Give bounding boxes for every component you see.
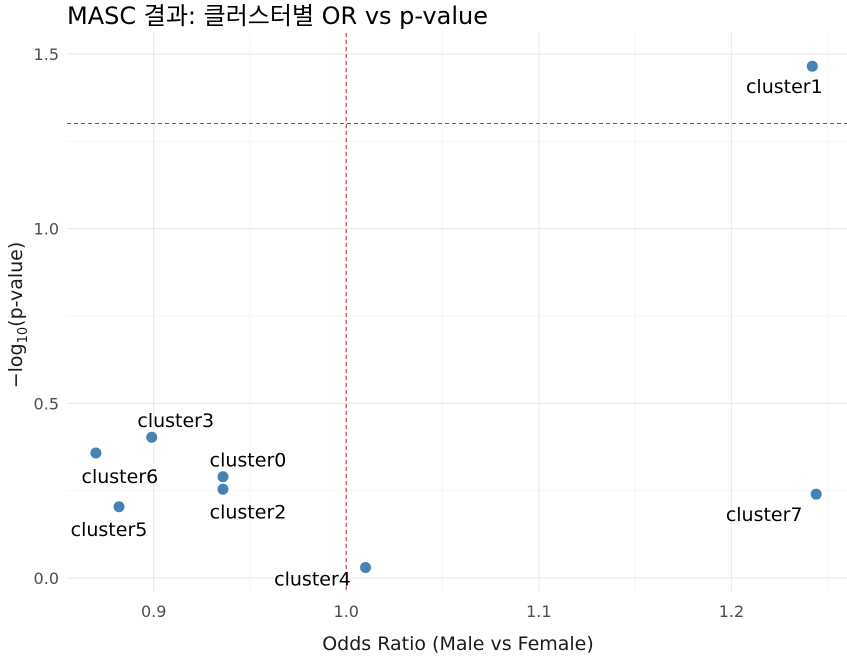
- x-tick-label: 1.1: [526, 602, 551, 621]
- tick-labels: 0.9 1.0 1.1 1.2 0.0 0.5 1.0 1.5: [34, 45, 745, 621]
- y-tick-label: 1.0: [34, 220, 59, 239]
- data-point: [806, 60, 818, 72]
- y-tick-label: 0.0: [34, 569, 59, 588]
- data-point: [217, 483, 229, 495]
- x-tick-label: 1.2: [719, 602, 744, 621]
- data-point: [360, 562, 372, 574]
- data-point: [90, 447, 102, 459]
- data-point: [810, 488, 822, 500]
- x-tick-label: 1.0: [334, 602, 359, 621]
- chart-title: MASC 결과: 클러스터별 OR vs p-value: [67, 2, 488, 30]
- point-label: cluster5: [71, 519, 148, 541]
- point-label: cluster7: [726, 504, 803, 526]
- data-point: [146, 431, 158, 443]
- point-label: cluster0: [210, 450, 287, 472]
- point-label: cluster2: [210, 501, 287, 523]
- y-tick-label: 1.5: [34, 45, 59, 64]
- point-label: cluster4: [274, 569, 351, 591]
- y-axis-title: −log10(p-value): [5, 242, 31, 389]
- x-tick-label: 0.9: [141, 602, 166, 621]
- grid: [67, 33, 847, 592]
- x-axis-title: Odds Ratio (Male vs Female): [322, 633, 594, 655]
- point-label: cluster1: [746, 76, 823, 98]
- point-label: cluster6: [82, 466, 159, 488]
- data-points: cluster1 cluster3 cluster6 cluster0 cluster2…: [71, 60, 823, 591]
- data-point: [217, 471, 229, 483]
- data-point: [113, 501, 125, 513]
- reference-lines: [67, 33, 847, 592]
- y-tick-label: 0.5: [34, 394, 59, 413]
- point-label: cluster3: [137, 410, 214, 432]
